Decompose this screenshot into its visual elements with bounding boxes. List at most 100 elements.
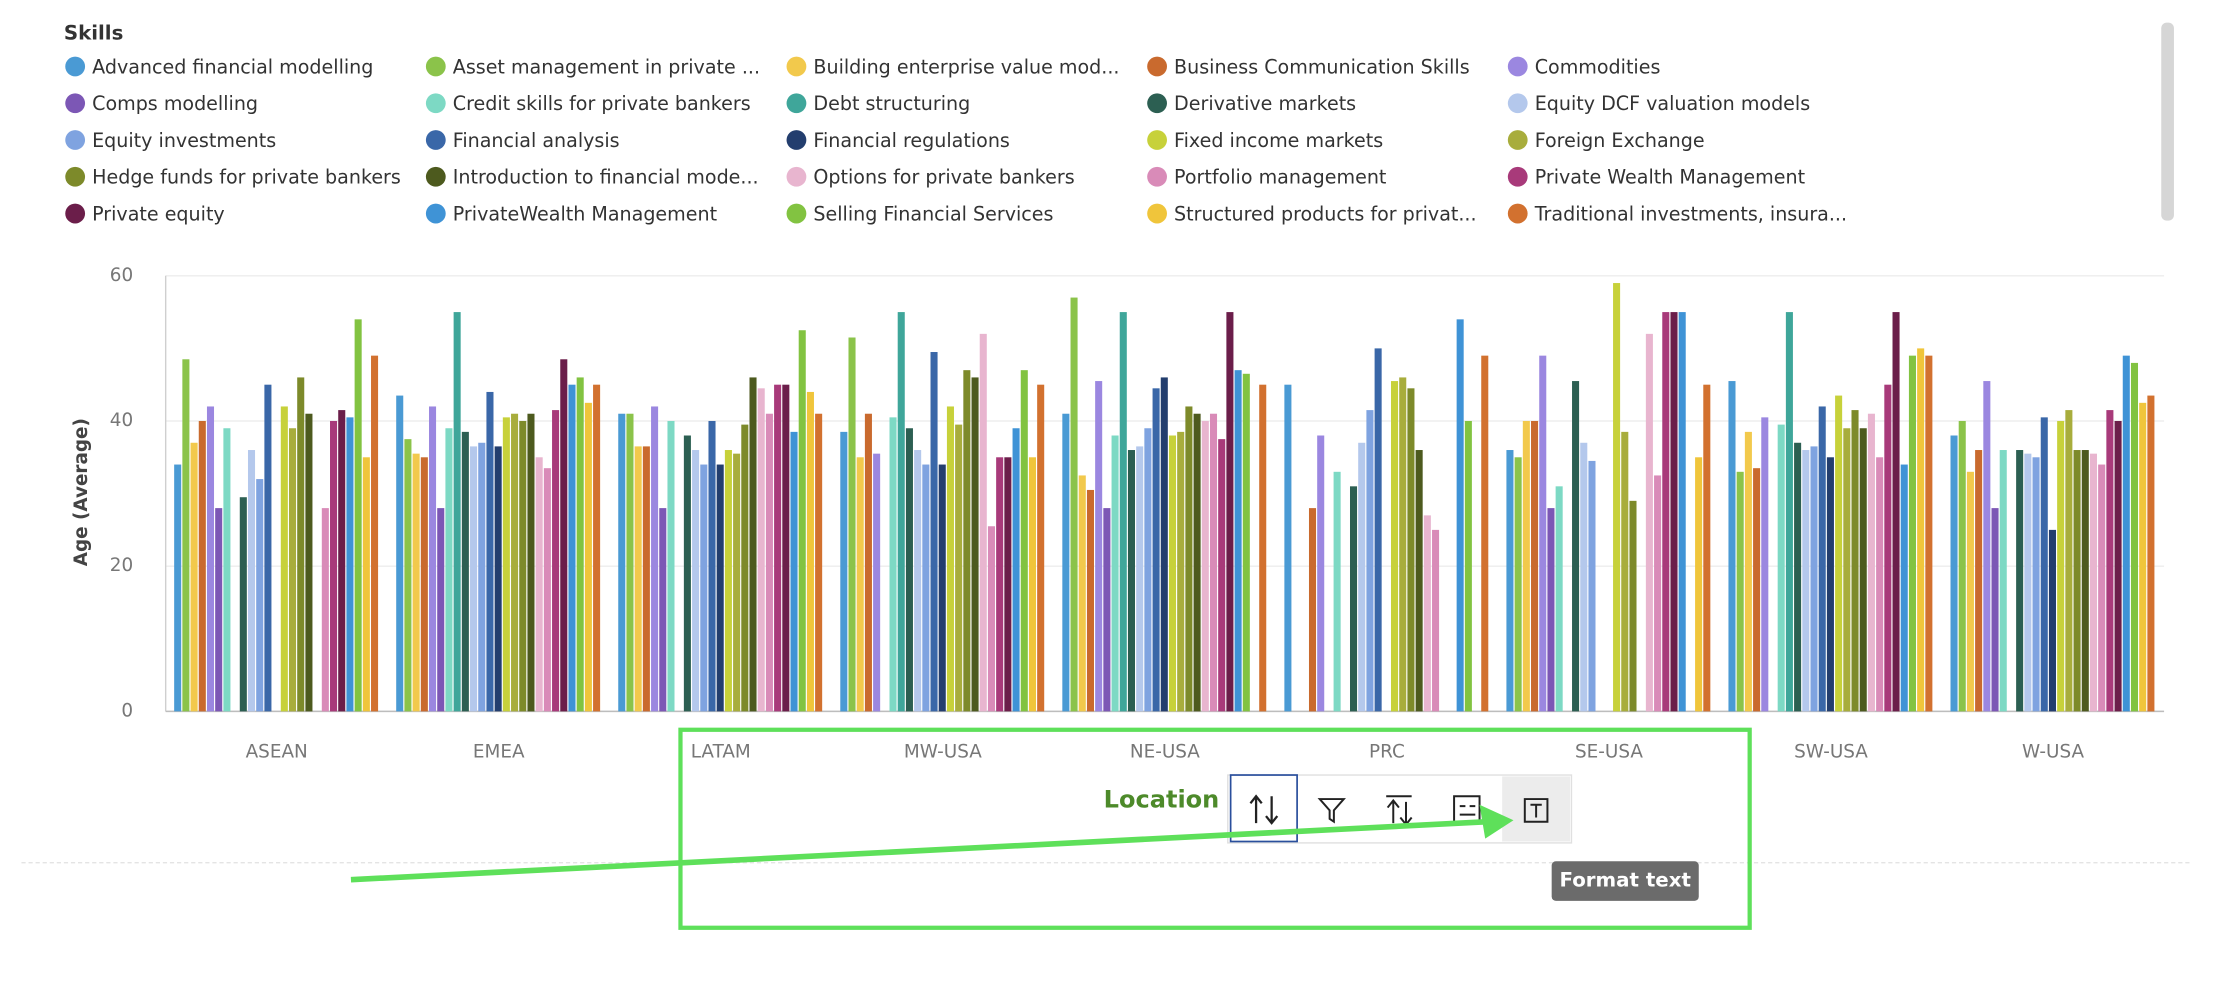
bar	[1168, 435, 1177, 712]
bar	[1802, 450, 1810, 712]
bar	[1095, 381, 1103, 712]
bar	[1753, 468, 1761, 712]
bar	[346, 417, 354, 712]
legend-swatch	[786, 166, 807, 187]
bar	[733, 453, 741, 712]
bar	[955, 424, 963, 712]
bar	[1999, 450, 2007, 712]
top-bottom-button[interactable]	[1364, 776, 1431, 842]
bar	[790, 431, 798, 712]
bar	[2130, 362, 2139, 712]
x-tick-label: MW-USA	[904, 741, 982, 762]
legend-label: Derivative markets	[1174, 92, 1356, 115]
bar	[1037, 384, 1045, 712]
bar	[1908, 355, 1916, 712]
bar	[914, 450, 922, 712]
bar	[667, 420, 675, 712]
legend-swatch	[1147, 130, 1167, 150]
bar	[1678, 312, 1686, 712]
bar	[560, 359, 568, 712]
bar	[1835, 395, 1843, 712]
legend-label: Private equity	[92, 202, 225, 225]
bar	[1506, 450, 1514, 712]
bar	[996, 457, 1004, 712]
bar	[618, 413, 626, 712]
sort-icon	[1249, 794, 1279, 825]
bar	[1900, 464, 1908, 712]
bar	[1185, 406, 1193, 712]
bar	[297, 377, 305, 712]
bar	[2057, 420, 2065, 712]
bar	[987, 526, 995, 712]
bar	[2147, 395, 2155, 712]
bar	[404, 439, 412, 712]
bar	[651, 406, 659, 712]
bar	[930, 352, 938, 712]
bar	[2081, 450, 2089, 712]
bar	[288, 428, 297, 712]
bar	[1950, 435, 1958, 712]
bar	[815, 413, 823, 712]
bar	[1539, 355, 1547, 712]
bar	[1423, 515, 1431, 712]
legend-label: Fixed income markets	[1174, 129, 1383, 152]
legend-swatch	[65, 203, 86, 224]
bar	[864, 413, 872, 712]
legend-label: Options for private bankers	[813, 166, 1074, 189]
x-tick-label: ASEAN	[246, 741, 308, 762]
bar	[889, 417, 897, 712]
scrollbar[interactable]	[2161, 22, 2174, 221]
bar	[1308, 508, 1317, 712]
bar	[256, 479, 264, 712]
bar	[429, 406, 437, 712]
bar	[239, 497, 247, 712]
legend-swatch	[425, 93, 446, 114]
legend-label: Portfolio management	[1174, 166, 1387, 189]
bar	[683, 435, 691, 712]
bar	[2098, 464, 2106, 712]
bar	[1136, 446, 1144, 712]
bar	[1349, 486, 1358, 712]
bar	[1464, 420, 1472, 712]
bar	[1160, 377, 1168, 712]
legend-label: Commodities	[1535, 55, 1661, 78]
bar	[1020, 370, 1028, 712]
legend-swatch	[65, 130, 86, 150]
x-axis-title[interactable]: Location	[1104, 785, 1220, 813]
bar	[1234, 370, 1242, 712]
bar	[1991, 508, 1999, 712]
legend-label: Building enterprise value mod...	[813, 55, 1119, 78]
bar	[741, 424, 749, 712]
legend-label: Equity investments	[92, 129, 276, 152]
bar	[223, 428, 231, 712]
bar	[330, 420, 338, 712]
legend-swatch	[1507, 93, 1528, 114]
legend-label: Financial regulations	[813, 129, 1010, 152]
bar	[798, 330, 806, 712]
legend-label: Debt structuring	[813, 92, 970, 115]
bar	[774, 384, 782, 712]
bar	[1391, 381, 1399, 712]
legend-label: Traditional investments, insura...	[1534, 202, 1847, 225]
bar	[1086, 489, 1094, 712]
legend-swatch	[425, 203, 446, 224]
legend-swatch	[1147, 203, 1167, 224]
bar	[1621, 431, 1629, 712]
bar	[873, 453, 881, 712]
legend-swatch	[65, 166, 86, 187]
tooltip-bg	[1551, 861, 1699, 901]
bar	[1670, 312, 1678, 712]
y-tick-label: 20	[110, 555, 133, 576]
bar	[396, 395, 404, 712]
bar	[1144, 428, 1152, 712]
bar	[1818, 406, 1826, 712]
bar	[519, 420, 527, 712]
bar	[280, 406, 288, 712]
legend-label: Comps modelling	[92, 92, 258, 115]
x-tick-label: W-USA	[2022, 741, 2085, 762]
bar	[2139, 402, 2147, 712]
bar	[576, 377, 584, 712]
bar	[1662, 312, 1670, 712]
bar	[1580, 442, 1588, 712]
